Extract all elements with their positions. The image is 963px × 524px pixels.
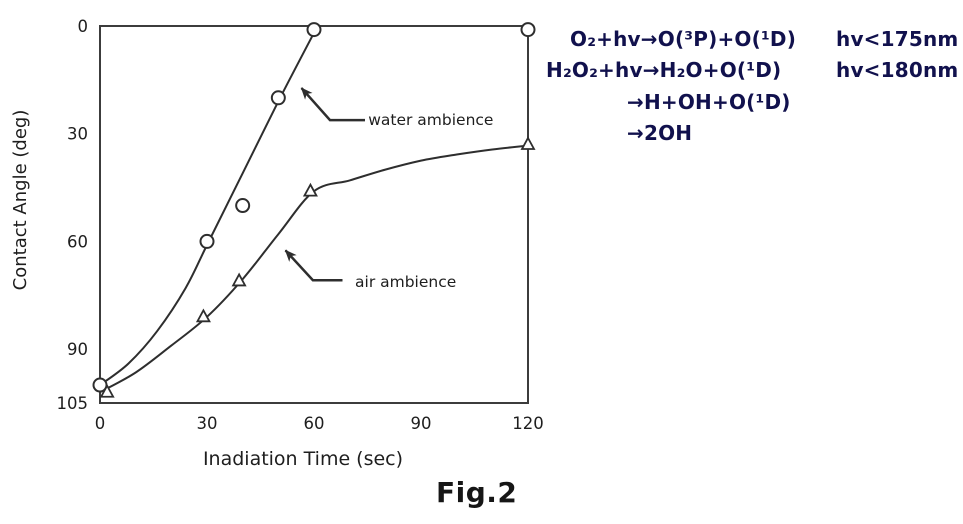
x-tick-label: 90 bbox=[411, 414, 432, 433]
y-tick-label: 0 bbox=[78, 17, 89, 36]
contact-angle-chart: 0 30 60 90 120 0 30 60 90 105 Inadiation Time (sec… bbox=[10, 17, 544, 470]
x-tick-label: 120 bbox=[512, 414, 544, 433]
x-axis-title: Inadiation Time (sec) bbox=[203, 448, 403, 470]
circle-marker bbox=[306, 22, 322, 38]
equation-o2-photolysis: O₂+hv→O(³P)+O(¹D) bbox=[570, 27, 797, 51]
equation-o2-condition: hv<175nm bbox=[836, 27, 959, 51]
equation-h2o2-condition: hv<180nm bbox=[836, 58, 959, 82]
x-tick-label: 30 bbox=[197, 414, 218, 433]
x-tick-label: 0 bbox=[95, 414, 106, 433]
reaction-equations: O₂+hv→O(³P)+O(¹D) hv<175nm H₂O₂+hv→H₂O+O… bbox=[0, 0, 963, 170]
y-tick-label: 105 bbox=[57, 394, 89, 413]
y-tick-label: 90 bbox=[67, 340, 88, 359]
circle-marker bbox=[520, 22, 536, 38]
triangle-marker bbox=[195, 308, 211, 323]
triangle-marker bbox=[520, 136, 536, 150]
air-ambience-label: air ambience bbox=[355, 273, 456, 291]
circle-marker bbox=[270, 90, 286, 106]
y-tick-label: 60 bbox=[67, 232, 88, 251]
triangle-marker bbox=[231, 272, 247, 287]
triangle-marker bbox=[99, 383, 115, 398]
equation-h-oh-branch: →H+OH+O(¹D) bbox=[627, 90, 791, 114]
y-tick-label: 30 bbox=[67, 125, 88, 144]
water-ambience-label: water ambience bbox=[368, 111, 493, 129]
air-ambience-arrow bbox=[284, 249, 343, 282]
triangle-marker bbox=[302, 182, 318, 197]
circle-marker bbox=[199, 233, 215, 249]
equation-h2o2-photolysis: H₂O₂+hv→H₂O+O(¹D) bbox=[546, 58, 782, 82]
figure-caption: Fig.2 bbox=[436, 476, 518, 509]
air-ambience-curve bbox=[99, 144, 529, 394]
equation-2oh-branch: →2OH bbox=[627, 121, 693, 145]
circle-marker bbox=[235, 198, 251, 214]
y-axis-title: Contact Angle (deg) bbox=[10, 110, 31, 291]
water-ambience-arrow bbox=[300, 87, 365, 122]
x-tick-label: 60 bbox=[304, 414, 325, 433]
